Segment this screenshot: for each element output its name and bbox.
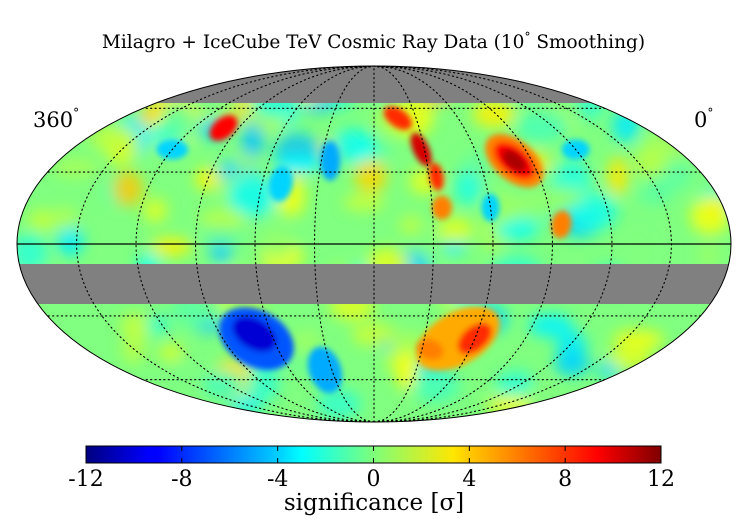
hotspot-streak [383,106,412,130]
noise-blob [228,175,278,218]
hotspot-streak [410,132,432,167]
noise-blob [316,388,362,420]
hotspot-tail [551,210,572,239]
noise-blob [454,170,482,206]
noise-blob [607,156,629,196]
hotspots [156,106,590,394]
noise-blob [628,236,650,267]
noise-blob [330,129,377,164]
noise-blob [342,193,385,212]
noise-blob [143,198,168,223]
noise-blob [517,111,570,142]
noise-blob [633,147,668,179]
longitude-label-left: 360° [33,106,80,132]
hotspot-small [209,115,238,141]
deficit-streak [268,165,293,202]
noise-blob [158,342,184,363]
noise-blob [607,346,653,370]
noise-blob [528,313,573,338]
south-deficit-tail [307,346,343,394]
noise-blob [612,329,664,350]
chart-title: Milagro + IceCube TeV Cosmic Ray Data (1… [101,30,646,53]
noise-blob [89,125,128,151]
noise-blob [198,208,248,230]
grid-meridian [254,66,375,422]
noise-blob [690,196,730,235]
noise-blob [637,186,672,205]
noise-blob [149,237,192,257]
south-deficit [232,316,277,352]
colorbar-tick-label: 12 [647,467,675,492]
noise-blob [120,312,155,340]
noise-blob [527,380,552,402]
noise-blob [612,109,640,143]
deficit-streak [481,193,500,222]
noise-blob [550,188,585,205]
colorbar-label: significance [σ] [284,490,464,516]
noise-blob [112,170,143,207]
hotspot-streak [431,195,452,220]
noise-blob [292,330,321,353]
colorbar-tick-label: 8 [558,467,572,492]
hotspot-streak [429,162,444,191]
noise-blob [194,167,221,191]
noise-blob [203,370,244,398]
noise-blob [17,233,48,272]
noise-blob [411,368,460,403]
colorbar-tick-label: -4 [267,467,288,492]
colorbar-tick-label: -8 [171,467,192,492]
noise-blob [354,158,388,194]
noise-blob [56,225,84,257]
noise-blob [240,125,265,158]
colorbar-ticks: -12 -8 -4 0 4 8 12 [68,446,675,492]
noise-blob [554,350,590,377]
grid-meridian [373,66,494,422]
colorbar-tick-label: -12 [68,467,103,492]
noise-blob [473,99,515,129]
noise-blob [495,217,539,241]
noise-blob [260,226,295,259]
colorbar-tick-label: 0 [367,467,381,492]
longitude-label-right: 0° [694,106,714,132]
noise-blob [161,101,193,143]
noise-blob [696,242,722,268]
noise-blob [399,214,423,236]
noise-blob [172,354,193,395]
noise-blob [436,217,474,243]
deficit-streak [320,140,341,181]
colorbar-tick-label: 4 [462,467,476,492]
noise-blob [145,314,170,336]
noise-blob [351,322,397,347]
noise-blob [395,351,417,391]
noise-blob [51,207,78,230]
noise-blob [52,157,99,179]
hotspot-core [502,149,527,172]
south-excess [457,322,492,355]
noise-blob [28,209,57,232]
